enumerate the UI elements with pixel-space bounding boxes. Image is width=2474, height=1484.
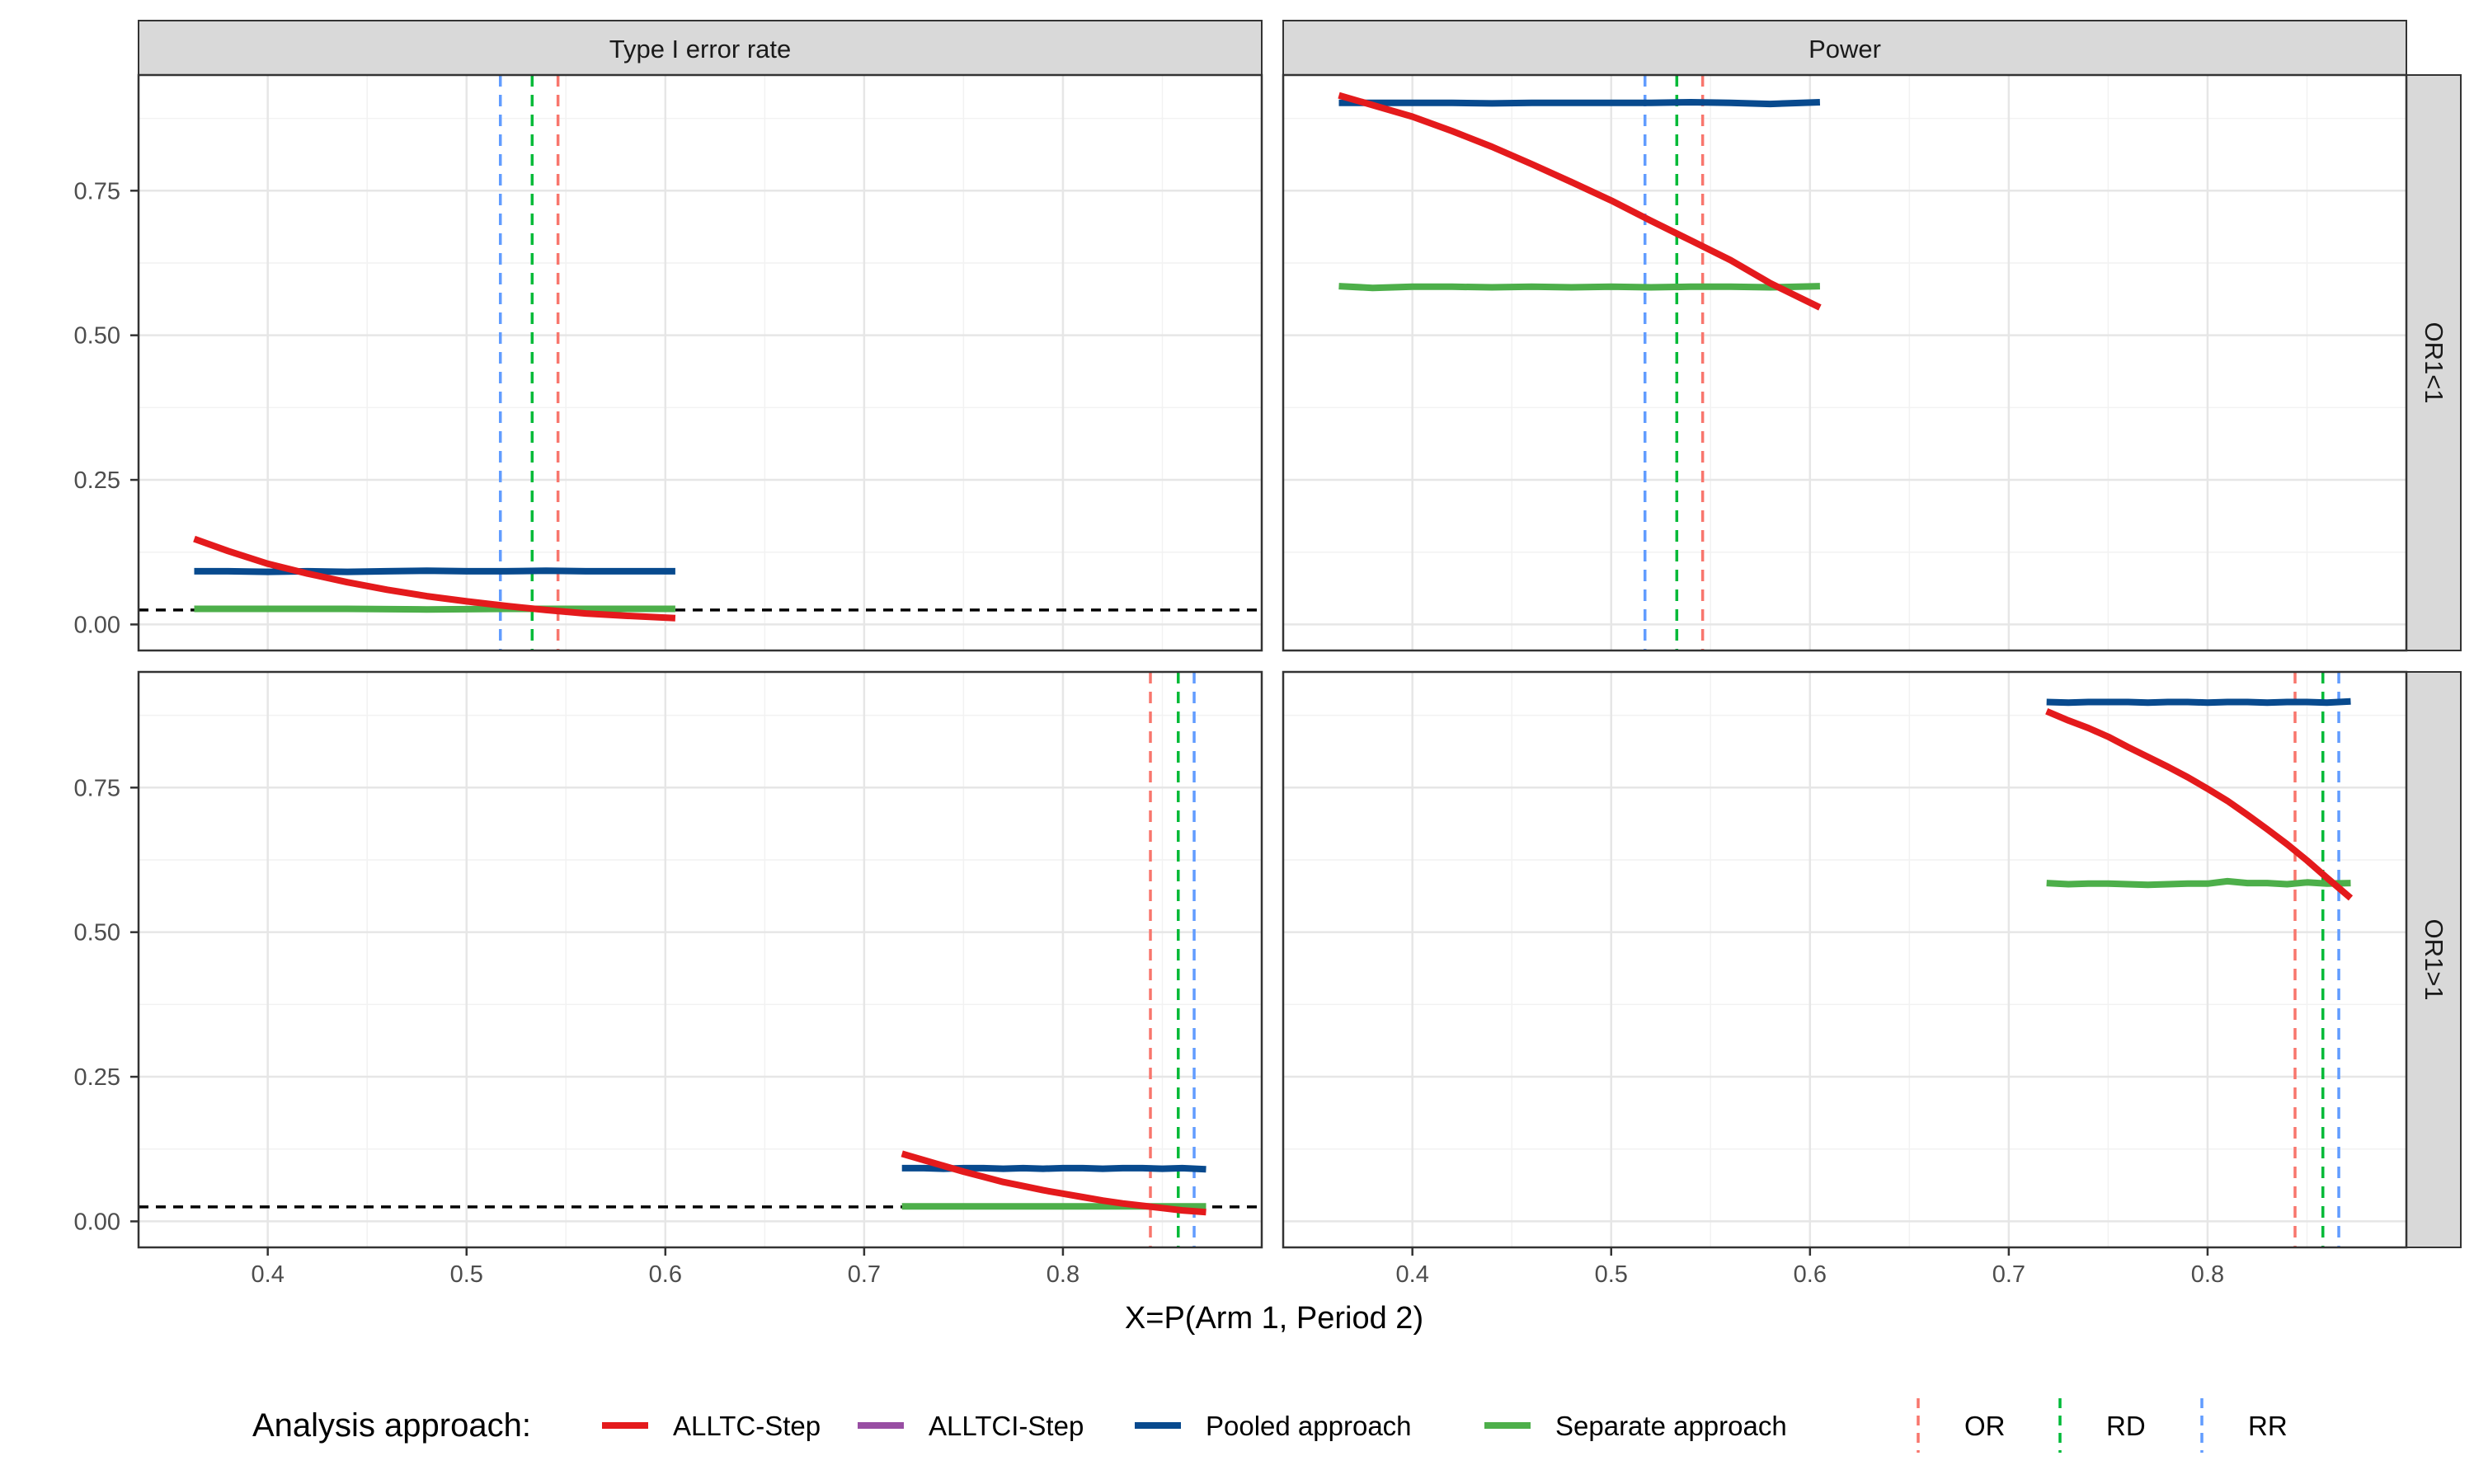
panel-power-or1-1 — [1282, 670, 2408, 1249]
y-tick-label: 0.50 — [74, 323, 120, 350]
row-strip-or1-gt-1: OR1>1 — [2406, 671, 2462, 1248]
legend-label: RR — [2248, 1411, 2288, 1441]
series-pooled-approach — [1338, 99, 1821, 108]
x-axis-layer: 0.4 0.5 0.6 0.7 0.8 0.4 0.5 0.6 0.7 0.8 — [252, 1247, 2224, 1288]
y-axis-layer: 0.00 0.25 0.50 0.75 0.00 0.25 0.50 0.75 — [74, 178, 139, 1235]
series-alltc-step — [2045, 708, 2354, 901]
x-tick-label: 0.4 — [1396, 1261, 1429, 1288]
y-tick-label: 0.00 — [74, 612, 120, 638]
panel-background — [139, 75, 1262, 650]
y-tick-label: 0.00 — [74, 1209, 120, 1235]
row-strip-or1-lt-1: OR1<1 — [2406, 74, 2462, 651]
row-strip-box — [2406, 74, 2462, 651]
legend-item-rr: RR — [2200, 1398, 2288, 1453]
y-tick-label: 0.25 — [74, 467, 120, 494]
column-strip-power: Power — [1282, 20, 2407, 76]
x-tick-label: 0.6 — [649, 1261, 682, 1288]
column-strip-box — [138, 20, 1263, 76]
column-strip-type-i-error: Type I error rate — [138, 20, 1263, 76]
panel-background — [139, 672, 1262, 1247]
row-strip-label: OR1<1 — [2420, 322, 2448, 403]
panel-power-or1-1 — [1282, 73, 2408, 652]
legend-item-rd: RD — [2058, 1398, 2146, 1453]
panel-background — [1283, 672, 2406, 1247]
x-tick-label: 0.7 — [1992, 1261, 2025, 1288]
legend-approach-entries: ALLTC-Step ALLTCI-Step Pooled approach Sepa… — [602, 1411, 1787, 1441]
panel-type-i-error-rate-or1-1 — [137, 670, 1263, 1249]
panel-border — [1282, 73, 2408, 652]
legend-item-alltc-step: ALLTC-Step — [602, 1411, 821, 1441]
panel-background — [1283, 75, 2406, 650]
x-tick-label: 0.5 — [1595, 1261, 1628, 1288]
panel-border — [137, 73, 1263, 652]
x-tick-label: 0.6 — [1794, 1261, 1827, 1288]
legend-measure-entries: OR RD RR — [1917, 1398, 2288, 1453]
legend-item-or: OR — [1917, 1398, 2006, 1453]
y-tick-label: 0.75 — [74, 178, 120, 204]
legend-label: Pooled approach — [1206, 1411, 1412, 1441]
x-tick-label: 0.4 — [252, 1261, 285, 1288]
legend-item-separate-approach: Separate approach — [1484, 1411, 1787, 1441]
legend-title: Analysis approach: — [252, 1407, 531, 1444]
x-tick-label: 0.5 — [450, 1261, 483, 1288]
legend: Analysis approach: ALLTC-Step ALLTCI-Step… — [252, 1398, 2288, 1453]
panel-type-i-error-rate-or1-1 — [137, 73, 1263, 652]
row-strip-box — [2406, 671, 2462, 1248]
legend-label: ALLTC-Step — [673, 1411, 821, 1441]
series-separate-approach — [2046, 877, 2351, 889]
legend-item-pooled-approach: Pooled approach — [1135, 1411, 1412, 1441]
panel-border — [1282, 670, 2408, 1249]
series-separate-approach — [194, 605, 675, 613]
legend-label: OR — [1964, 1411, 2006, 1441]
series-alltc-step — [901, 1150, 1206, 1216]
legend-label: Separate approach — [1555, 1411, 1787, 1441]
legend-label: ALLTCI-Step — [929, 1411, 1084, 1441]
panels-layer — [137, 73, 2408, 1249]
series-alltc-step — [193, 535, 676, 622]
x-tick-label: 0.8 — [1047, 1261, 1079, 1288]
row-strip-label: OR1>1 — [2420, 918, 2448, 1000]
legend-item-alltci-step: ALLTCI-Step — [858, 1411, 1084, 1441]
column-strip-label: Power — [1808, 35, 1881, 63]
legend-label: RD — [2106, 1411, 2146, 1441]
y-tick-label: 0.50 — [74, 920, 120, 946]
column-strip-box — [1282, 20, 2407, 76]
x-tick-label: 0.8 — [2191, 1261, 2224, 1288]
x-axis-title: X=P(Arm 1, Period 2) — [1125, 1301, 1423, 1336]
y-tick-label: 0.75 — [74, 775, 120, 801]
x-tick-label: 0.7 — [848, 1261, 881, 1288]
series-alltc-step — [1338, 92, 1822, 311]
panel-border — [137, 670, 1263, 1249]
series-separate-approach — [1338, 283, 1820, 292]
y-tick-label: 0.25 — [74, 1064, 120, 1091]
column-strip-label: Type I error rate — [609, 35, 792, 63]
